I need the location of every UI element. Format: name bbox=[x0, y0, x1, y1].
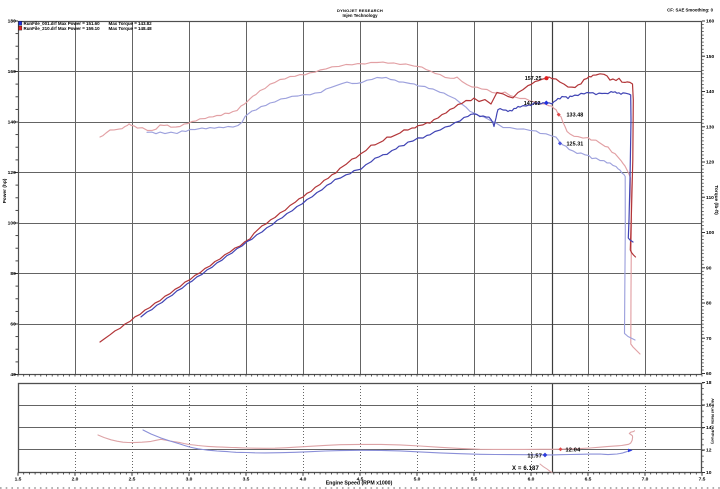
svg-text:DYNOJET RESEARCH: DYNOJET RESEARCH bbox=[337, 8, 383, 13]
svg-text:7.0: 7.0 bbox=[642, 476, 649, 482]
svg-text:CF: SAE Smoothing: 0: CF: SAE Smoothing: 0 bbox=[667, 8, 713, 13]
svg-text:14: 14 bbox=[706, 425, 712, 431]
svg-text:3.5: 3.5 bbox=[243, 476, 250, 482]
svg-text:4.5: 4.5 bbox=[357, 476, 364, 482]
svg-text:60: 60 bbox=[10, 322, 16, 328]
svg-text:140: 140 bbox=[706, 89, 714, 95]
svg-text:125.31: 125.31 bbox=[567, 141, 584, 147]
svg-text:Max Torque = 143.82: Max Torque = 143.82 bbox=[109, 21, 153, 26]
svg-text:6.5: 6.5 bbox=[585, 476, 592, 482]
svg-text:RunFile_001.drf Max Power = 15: RunFile_001.drf Max Power = 151.60 bbox=[24, 21, 101, 26]
svg-text:110: 110 bbox=[706, 195, 714, 201]
svg-text:3.0: 3.0 bbox=[186, 476, 193, 482]
svg-text:4.0: 4.0 bbox=[300, 476, 307, 482]
svg-text:160: 160 bbox=[706, 19, 714, 25]
svg-text:80: 80 bbox=[10, 271, 16, 277]
svg-text:120: 120 bbox=[706, 160, 714, 166]
svg-text:90: 90 bbox=[706, 265, 712, 271]
svg-text:70: 70 bbox=[706, 336, 712, 342]
svg-text:Engine Speed (RPM x1000): Engine Speed (RPM x1000) bbox=[326, 481, 393, 487]
svg-text:6.0: 6.0 bbox=[528, 476, 535, 482]
svg-text:1.5: 1.5 bbox=[15, 476, 22, 482]
svg-text:147.62: 147.62 bbox=[524, 101, 541, 107]
svg-text:150: 150 bbox=[706, 54, 714, 60]
svg-text:Power (hp): Power (hp) bbox=[2, 178, 8, 203]
svg-text:5.0: 5.0 bbox=[414, 476, 421, 482]
svg-text:130: 130 bbox=[706, 124, 714, 130]
svg-text:80: 80 bbox=[706, 301, 712, 307]
svg-text:120: 120 bbox=[8, 170, 16, 176]
svg-text:12.04: 12.04 bbox=[566, 448, 582, 454]
svg-text:18: 18 bbox=[706, 380, 712, 386]
svg-text:40: 40 bbox=[10, 372, 16, 378]
svg-text:2.5: 2.5 bbox=[129, 476, 136, 482]
svg-text:157.25: 157.25 bbox=[525, 76, 542, 82]
svg-text:100: 100 bbox=[8, 221, 16, 227]
svg-text:11.57: 11.57 bbox=[527, 454, 542, 460]
svg-text:140: 140 bbox=[8, 120, 16, 126]
svg-text:12: 12 bbox=[706, 448, 712, 454]
svg-text:10: 10 bbox=[706, 470, 712, 476]
svg-text:Air/Fuel Ratio (A/F/Fuel): Air/Fuel Ratio (A/F/Fuel) bbox=[711, 398, 716, 444]
svg-text:7.5: 7.5 bbox=[699, 476, 706, 482]
svg-text:5.5: 5.5 bbox=[471, 476, 478, 482]
svg-text:Injen Technology: Injen Technology bbox=[342, 13, 378, 18]
svg-text:180: 180 bbox=[8, 19, 16, 25]
svg-text:133.48: 133.48 bbox=[567, 113, 584, 119]
svg-text:Max Torque = 148.48: Max Torque = 148.48 bbox=[109, 26, 153, 31]
svg-text:60: 60 bbox=[706, 371, 712, 377]
svg-text:100: 100 bbox=[706, 230, 714, 236]
svg-text:160: 160 bbox=[8, 69, 16, 75]
svg-text:2.0: 2.0 bbox=[72, 476, 79, 482]
svg-text:X = 6.187: X = 6.187 bbox=[512, 466, 540, 472]
svg-text:16: 16 bbox=[706, 403, 712, 409]
svg-text:Torque (lb-ft): Torque (lb-ft) bbox=[713, 185, 719, 215]
svg-text:RunFile_210.drf Max Power = 15: RunFile_210.drf Max Power = 159.10 bbox=[24, 26, 101, 31]
